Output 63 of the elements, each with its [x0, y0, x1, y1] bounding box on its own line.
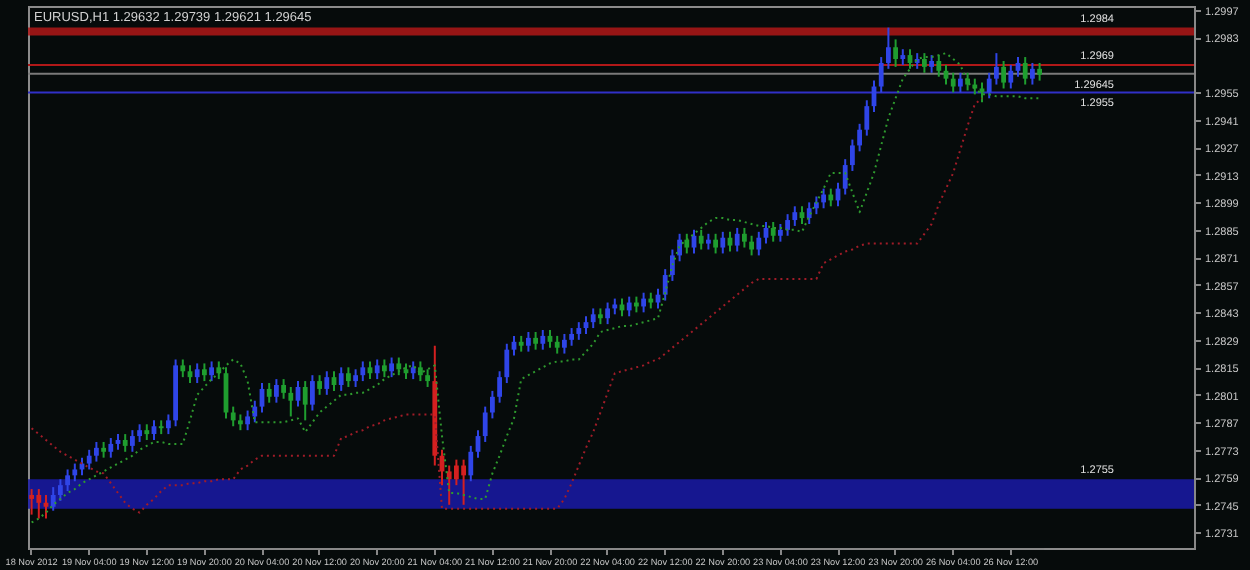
- candlestick: [302, 380, 308, 422]
- line-series: [30, 97, 983, 514]
- candlestick: [605, 301, 610, 326]
- candlestick: [418, 360, 423, 383]
- candlestick: [540, 329, 546, 351]
- candlestick: [360, 360, 366, 383]
- candlestick: [166, 413, 171, 436]
- candlestick: [317, 374, 322, 396]
- candlestick: [86, 448, 92, 471]
- candlestick: [641, 291, 646, 314]
- candlestick: [821, 187, 826, 210]
- candlestick: [230, 405, 236, 428]
- candlestick: [468, 444, 474, 483]
- candlestick: [454, 458, 459, 487]
- candlestick: [590, 307, 596, 330]
- candlestick: [785, 213, 790, 237]
- candlestick: [742, 226, 747, 249]
- candlestick: [324, 370, 330, 396]
- candlestick: [310, 374, 315, 412]
- candlestick: [1030, 61, 1035, 86]
- candlestick: [734, 226, 740, 253]
- candlestick: [50, 486, 56, 512]
- candlestick: [194, 362, 200, 385]
- candlestick: [698, 228, 704, 251]
- candlestick: [108, 437, 114, 459]
- candlestick: [922, 52, 927, 74]
- candlestick: [936, 54, 942, 78]
- line-series: [30, 52, 1041, 524]
- candlestick: [562, 332, 567, 355]
- candlestick: [1008, 63, 1014, 90]
- candlestick: [1022, 56, 1028, 86]
- candlestick: [994, 52, 999, 86]
- candlestick: [756, 230, 762, 257]
- candlestick: [446, 464, 452, 506]
- candlestick: [389, 356, 394, 379]
- candlestick: [526, 330, 531, 353]
- candlestick: [281, 378, 286, 400]
- candlestick: [713, 232, 718, 255]
- candlestick: [346, 366, 351, 388]
- candlestick: [338, 366, 344, 392]
- candlestick: [770, 221, 776, 243]
- candlestick: [274, 378, 279, 404]
- candlestick: [58, 478, 63, 502]
- candlestick: [677, 232, 682, 263]
- candlestick: [36, 488, 42, 520]
- candlestick: [626, 295, 632, 318]
- candlestick: [209, 360, 214, 383]
- candlestick: [130, 429, 135, 453]
- candlestick: [65, 468, 70, 493]
- candlestick: [288, 385, 294, 418]
- candlestick: [958, 71, 963, 94]
- candlestick: [245, 409, 250, 432]
- candlestick: [29, 488, 34, 516]
- candlestick: [461, 458, 466, 506]
- candlestick: [684, 232, 690, 255]
- candlestick: [749, 234, 754, 257]
- candlestick: [950, 71, 956, 94]
- candlestick: [1001, 59, 1006, 90]
- candlestick: [893, 38, 898, 68]
- candlestick: [94, 440, 99, 463]
- candlestick: [720, 230, 726, 255]
- candlestick: [266, 382, 272, 404]
- candlestick: [374, 358, 380, 381]
